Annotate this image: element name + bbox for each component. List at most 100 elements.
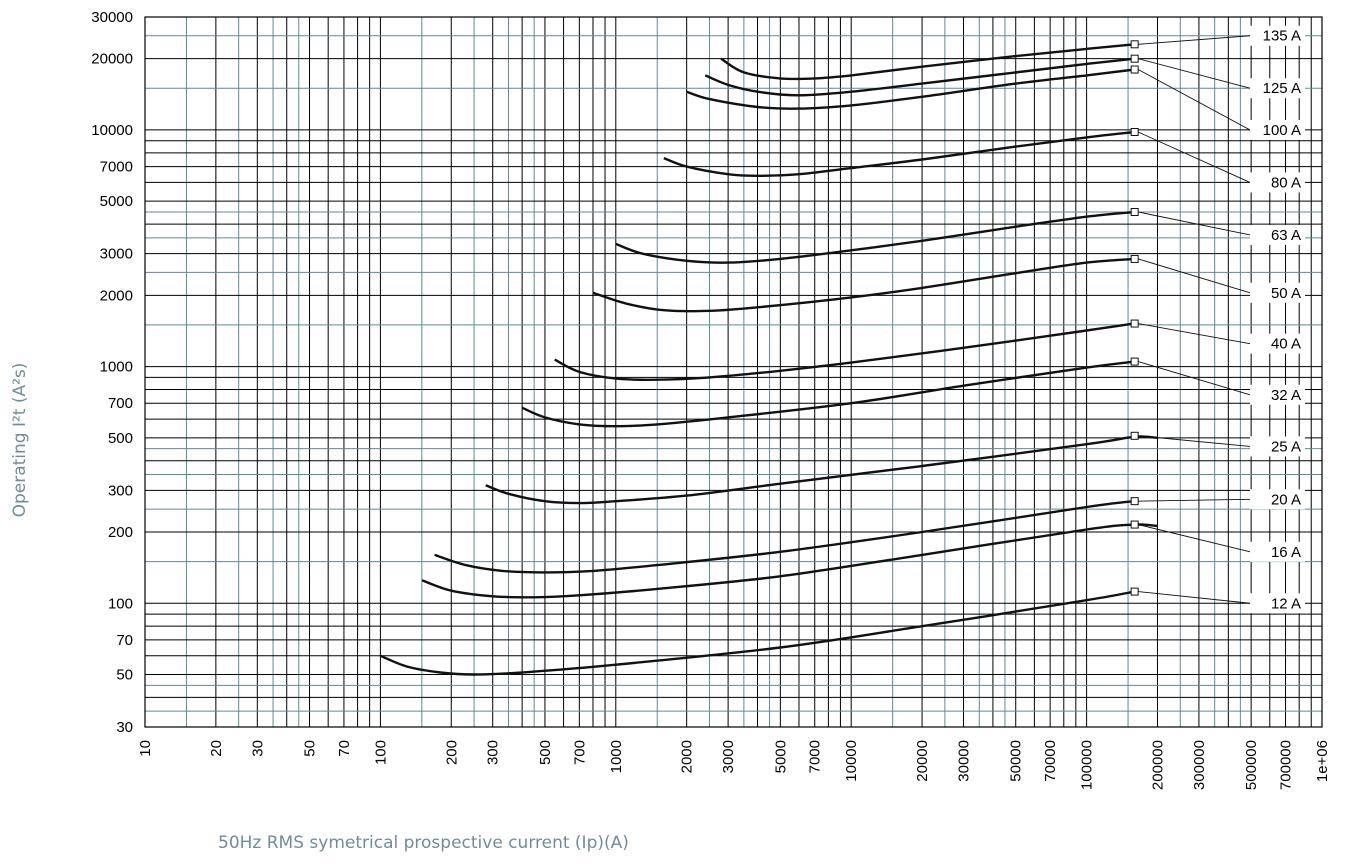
y-tick-label: 30 [116, 719, 133, 736]
x-tick-label: 1e+06 [1314, 740, 1331, 782]
curve-end-marker [1130, 54, 1139, 63]
curve-end-marker [1130, 587, 1139, 596]
rating-label: 16 A [1271, 544, 1301, 561]
curve-100a [686, 68, 1135, 110]
curves [379, 40, 1158, 676]
plot-border [144, 16, 1323, 728]
x-tick-label: 1000 [608, 740, 625, 773]
x-tick-label: 50000 [1008, 740, 1025, 782]
curve-32a [521, 360, 1135, 428]
rating-label: 20 A [1271, 491, 1301, 508]
rating-label-box [1250, 333, 1305, 354]
leader-line [1138, 35, 1251, 45]
x-tick-label: 300000 [1191, 740, 1208, 790]
leader-line [1138, 323, 1251, 345]
rating-label: 50 A [1271, 285, 1301, 302]
rating-label-box [1250, 78, 1305, 99]
y-tick-label: 5000 [100, 193, 133, 210]
x-tick-label: 10000 [843, 740, 860, 782]
rating-label-box [1250, 593, 1305, 614]
leader-line [1137, 69, 1251, 131]
y-tick-label: 2000 [100, 287, 133, 304]
rating-label-box [1250, 282, 1305, 303]
rating-label-box [1250, 224, 1305, 245]
x-tick-label: 20 [208, 740, 225, 757]
x-tick-label: 7000 [807, 740, 824, 773]
rating-label-box [1250, 25, 1305, 46]
curve-25a [485, 435, 1158, 505]
curve-16a [421, 523, 1158, 599]
x-tick-label: 3000 [720, 740, 737, 773]
x-tick-label: 700000 [1278, 740, 1295, 790]
curve-135a [720, 43, 1135, 81]
x-tick-label: 500000 [1243, 740, 1260, 790]
rating-label: 32 A [1271, 387, 1301, 404]
y-axis-title-wrap: Operating I²t (A²s) [0, 0, 40, 864]
y-tick-labels: 30 50 70 100 200 300 500 700 1000 2000 3000 5000 700… [91, 9, 133, 736]
grid-lines [145, 17, 1322, 727]
x-tick-label: 700 [571, 740, 588, 765]
leader-line [1138, 524, 1251, 553]
x-tick-labels: 10 20 30 50 70 100 200 300 500 700 1000 2000 3000 500… [137, 740, 1331, 790]
rating-label: 63 A [1271, 227, 1301, 244]
curve-63a [615, 210, 1135, 264]
curve-end-marker [1130, 207, 1139, 216]
y-tick-label: 10000 [91, 122, 133, 139]
curve-end-marker [1130, 40, 1139, 49]
y-tick-label: 100 [108, 595, 133, 612]
x-tick-label: 300 [485, 740, 502, 765]
curve-end-marker [1130, 497, 1139, 506]
rating-label: 100 A [1263, 122, 1301, 139]
rating-label-box [1250, 489, 1305, 510]
rating-label: 80 A [1271, 174, 1301, 191]
rating-label-box [1250, 436, 1305, 457]
x-tick-label: 70 [336, 740, 353, 757]
rating-label-box [1250, 119, 1305, 140]
curve-end-marker [1130, 357, 1139, 366]
curve-20a [434, 500, 1135, 574]
leader-line [1138, 58, 1251, 89]
curve-end-marker [1130, 520, 1139, 529]
y-tick-label: 30000 [91, 9, 133, 26]
curve-end-marker [1130, 127, 1139, 136]
rating-label: 40 A [1271, 336, 1301, 353]
x-tick-label: 2000 [679, 740, 696, 773]
curve-80a [663, 130, 1135, 178]
x-tick-label: 20000 [914, 740, 931, 782]
rating-labels: 135 A 125 A 100 A 80 A 63 A 50 A 40 A 32 A 25 A 2… [1137, 25, 1305, 614]
y-tick-label: 3000 [100, 246, 133, 263]
curve-end-marker [1130, 65, 1139, 74]
y-tick-label: 500 [108, 430, 133, 447]
x-tick-label: 100000 [1079, 740, 1096, 790]
x-tick-label: 50 [302, 740, 319, 757]
y-axis-title: Operating I²t (A²s) [10, 362, 30, 518]
x-tick-label: 5000 [772, 740, 789, 773]
rating-label: 12 A [1271, 595, 1301, 612]
curve-12a [379, 590, 1135, 676]
curve-end-marker [1130, 431, 1139, 440]
x-tick-label: 10 [137, 740, 154, 757]
y-tick-label: 200 [108, 524, 133, 541]
y-tick-label: 1000 [100, 359, 133, 376]
curve-50a [592, 257, 1135, 313]
leader-line [1138, 435, 1251, 447]
x-tick-label: 70000 [1042, 740, 1059, 782]
leader-line [1138, 258, 1251, 294]
leader-line [1138, 498, 1251, 502]
rating-label-box [1250, 541, 1305, 562]
rating-label-box [1250, 172, 1305, 193]
y-tick-label: 7000 [100, 159, 133, 176]
curve-40a [554, 322, 1135, 381]
curve-end-marker [1130, 319, 1139, 328]
x-tick-label: 200 [443, 740, 460, 765]
rating-label-box [1250, 384, 1305, 405]
y-tick-label: 50 [116, 666, 133, 683]
x-tick-label: 30 [249, 740, 266, 757]
x-axis-title: 50Hz RMS symetrical prospective current … [218, 833, 629, 853]
rating-label: 135 A [1263, 28, 1301, 45]
curve-end-marker [1130, 254, 1139, 263]
x-tick-label: 500 [537, 740, 554, 765]
leader-line [1138, 591, 1251, 604]
rating-label: 125 A [1263, 80, 1301, 97]
